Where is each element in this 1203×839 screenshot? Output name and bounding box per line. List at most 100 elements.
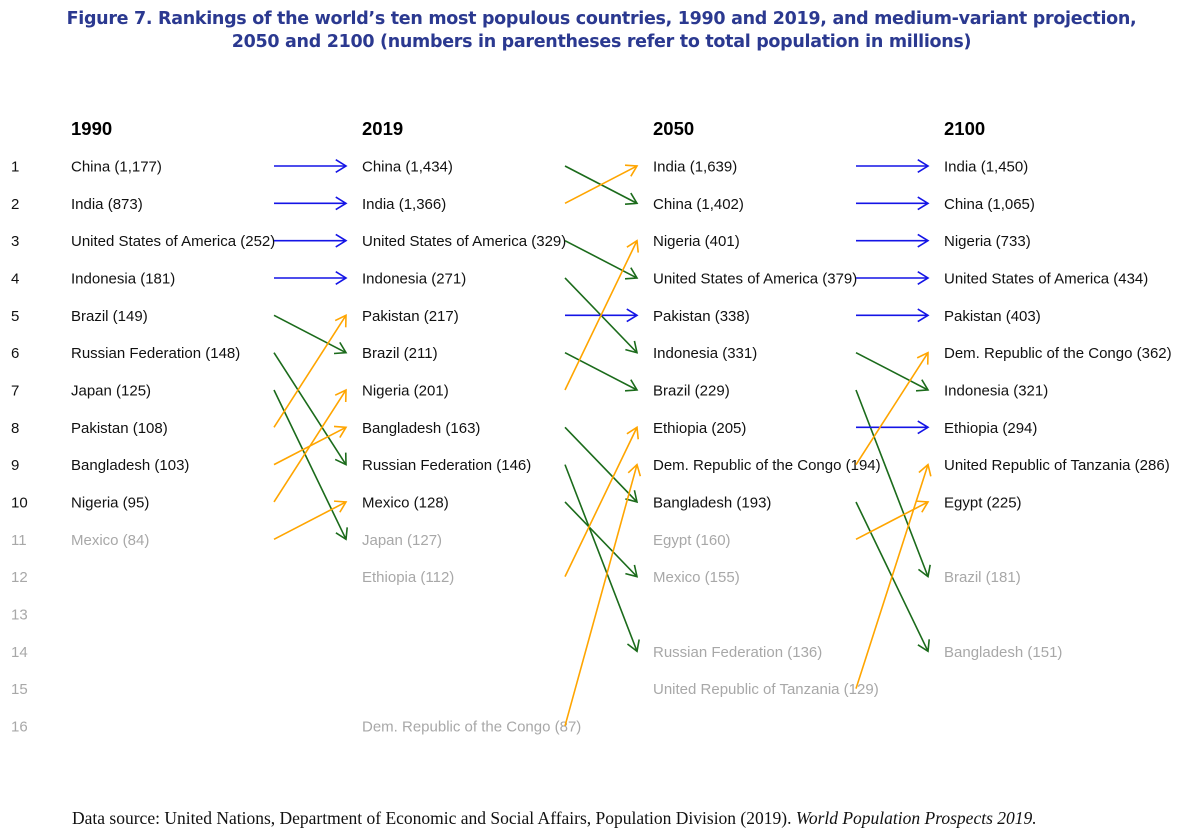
- transition-arrow: [855, 351, 929, 466]
- arrow-head: [333, 341, 348, 355]
- arrow-head: [624, 164, 639, 177]
- country-label: Mexico (155): [653, 569, 740, 586]
- rank-number: 13: [11, 606, 28, 623]
- transition-arrow: [856, 308, 930, 323]
- country-label: Indonesia (271): [362, 270, 466, 287]
- arrow-head: [624, 267, 639, 280]
- year-header-2100: 2100: [944, 118, 985, 139]
- country-label: Ethiopia (205): [653, 420, 746, 437]
- country-label: Ethiopia (294): [944, 420, 1037, 437]
- country-label: Indonesia (321): [944, 382, 1048, 399]
- country-label: Mexico (128): [362, 494, 449, 511]
- arrow-head: [917, 308, 930, 323]
- transition-arrow: [274, 271, 348, 285]
- arrow-shaft: [273, 314, 347, 354]
- country-label: United Republic of Tanzania (129): [653, 681, 879, 698]
- country-label: United States of America (252): [71, 233, 275, 250]
- arrow-head: [917, 564, 931, 579]
- transition-arrow: [856, 196, 930, 211]
- country-label: Nigeria (401): [653, 233, 740, 250]
- country-label: Dem. Republic of the Congo (362): [944, 345, 1172, 362]
- arrow-shaft: [855, 389, 929, 577]
- transition-arrow: [564, 425, 640, 577]
- transition-arrow: [273, 389, 349, 541]
- rank-number: 7: [11, 382, 19, 399]
- arrow-shaft: [564, 165, 638, 205]
- country-label: India (873): [71, 196, 143, 213]
- arrow-head: [333, 500, 348, 513]
- country-label: Japan (127): [362, 532, 442, 549]
- rank-number: 11: [11, 532, 27, 549]
- arrow-shaft: [564, 426, 638, 503]
- transition-arrow: [855, 389, 931, 579]
- transition-arrows: [273, 159, 932, 727]
- transition-arrow: [564, 164, 639, 205]
- country-label: India (1,366): [362, 196, 446, 213]
- arrow-head: [335, 196, 348, 211]
- transition-arrow: [856, 233, 930, 248]
- arrow-head: [626, 425, 640, 440]
- arrow-head: [626, 239, 640, 253]
- country-label: Nigeria (733): [944, 233, 1031, 250]
- country-label: China (1,065): [944, 196, 1035, 213]
- rank-number: 8: [11, 420, 19, 437]
- arrow-head: [335, 271, 348, 285]
- rank-number: 14: [11, 644, 28, 661]
- country-labels: China (1,177) India (873) United States of…: [71, 159, 1172, 736]
- country-label: Dem. Republic of the Congo (87): [362, 718, 581, 735]
- arrow-shaft: [855, 464, 929, 689]
- country-label: Egypt (160): [653, 532, 731, 549]
- country-label: Indonesia (181): [71, 270, 175, 287]
- arrow-head: [625, 340, 639, 354]
- arrow-shaft: [564, 501, 638, 578]
- arrow-head: [917, 233, 930, 248]
- country-label: Bangladesh (151): [944, 644, 1062, 661]
- data-source-publication: World Population Prospects 2019.: [795, 808, 1037, 828]
- arrow-head: [917, 639, 931, 653]
- arrow-shaft: [564, 351, 638, 391]
- country-label: Bangladesh (163): [362, 420, 480, 437]
- arrow-head: [918, 463, 932, 477]
- arrow-shaft: [855, 501, 929, 541]
- rank-number: 12: [11, 569, 28, 586]
- country-label: India (1,639): [653, 159, 737, 176]
- country-label: Egypt (225): [944, 494, 1022, 511]
- transition-arrow: [273, 352, 347, 466]
- rank-number: 16: [11, 718, 28, 735]
- country-label: United States of America (379): [653, 270, 857, 287]
- arrow-head: [915, 500, 930, 513]
- country-label: Russian Federation (148): [71, 345, 240, 362]
- country-label: Russian Federation (146): [362, 457, 531, 474]
- country-label: Brazil (211): [362, 345, 438, 362]
- transition-arrow: [564, 464, 640, 653]
- year-headers: 1990 2019 2050 2100: [71, 118, 985, 139]
- figure-title: Figure 7. Rankings of the world’s ten mo…: [0, 8, 1203, 54]
- transition-arrow: [274, 196, 348, 211]
- data-source-text: Data source: United Nations, Department …: [72, 808, 796, 828]
- arrow-head: [625, 564, 639, 578]
- arrow-shaft: [273, 352, 347, 466]
- transition-arrow: [564, 351, 639, 392]
- rank-number: 3: [11, 233, 19, 250]
- arrow-head: [917, 159, 930, 173]
- country-label: China (1,434): [362, 159, 453, 176]
- country-label: Japan (125): [71, 382, 151, 399]
- rank-number: 1: [11, 159, 19, 176]
- year-header-1990: 1990: [71, 118, 112, 139]
- country-label: Pakistan (217): [362, 308, 459, 325]
- rank-number: 2: [11, 196, 19, 213]
- transition-arrow: [274, 233, 348, 248]
- year-header-2050: 2050: [653, 118, 694, 139]
- arrow-head: [916, 351, 929, 365]
- year-header-2019: 2019: [362, 118, 403, 139]
- arrow-head: [335, 527, 349, 541]
- country-label: Bangladesh (103): [71, 457, 189, 474]
- figure-title-line-2: 2050 and 2100 (numbers in parentheses re…: [231, 32, 972, 52]
- transition-arrow: [273, 314, 348, 355]
- transition-arrow: [855, 500, 930, 541]
- arrow-head: [915, 379, 930, 392]
- arrow-shaft: [564, 239, 638, 279]
- transition-arrow: [273, 314, 347, 428]
- transition-arrow: [274, 159, 348, 173]
- country-label: Dem. Republic of the Congo (194): [653, 457, 881, 474]
